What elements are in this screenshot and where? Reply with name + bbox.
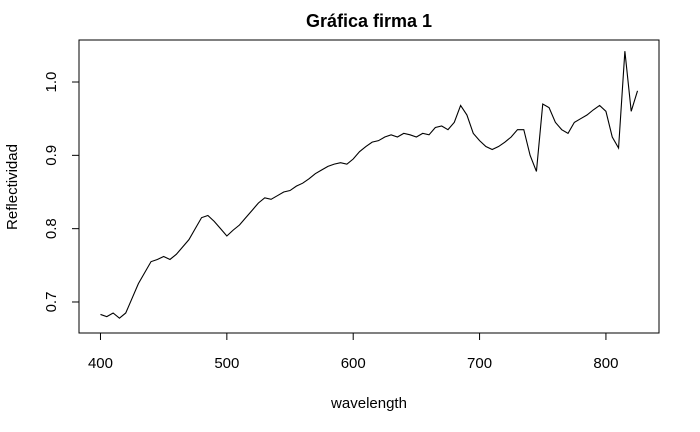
y-tick-label: 0.7 <box>43 292 60 313</box>
x-tick-label: 400 <box>88 355 113 372</box>
data-line <box>100 51 639 319</box>
y-tick-label: 1.0 <box>43 72 60 93</box>
x-tick-label: 800 <box>593 355 618 372</box>
y-tick-label: 0.8 <box>43 218 60 239</box>
y-axis-label: Reflectividad <box>4 144 21 230</box>
x-tick-label: 500 <box>214 355 239 372</box>
x-tick-label: 700 <box>467 355 492 372</box>
x-tick-label: 600 <box>341 355 366 372</box>
chart-title: Gráfica firma 1 <box>306 11 432 31</box>
y-tick-label: 0.9 <box>43 145 60 166</box>
x-axis-label: wavelength <box>330 395 407 412</box>
